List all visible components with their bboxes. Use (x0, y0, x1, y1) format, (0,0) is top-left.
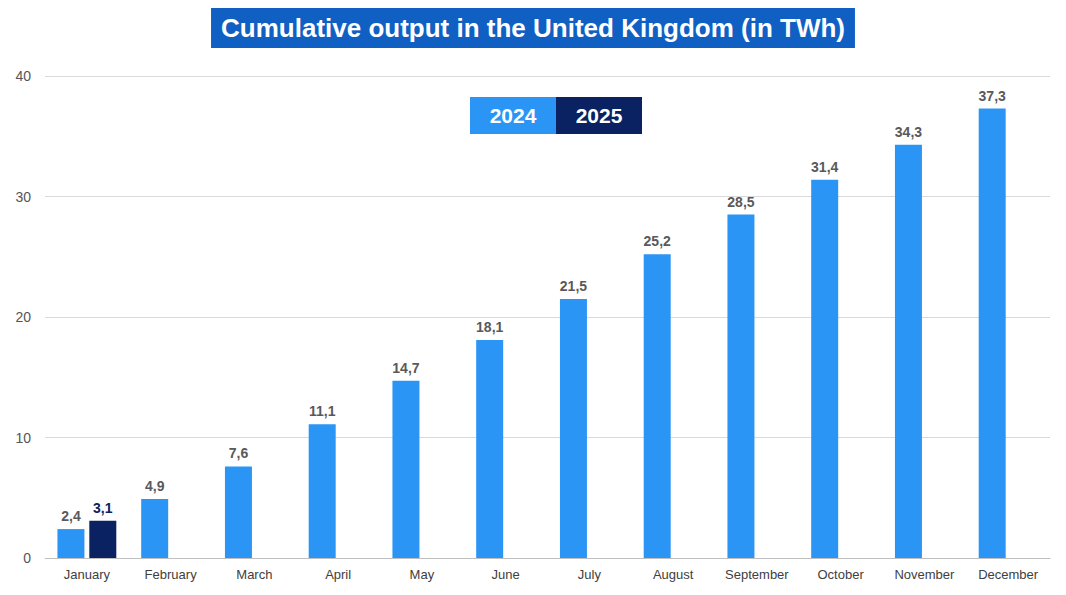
svg-text:April: April (325, 567, 351, 582)
svg-text:December: December (978, 567, 1039, 582)
svg-text:11,1: 11,1 (309, 403, 336, 419)
svg-text:37,3: 37,3 (979, 88, 1006, 104)
svg-text:30: 30 (15, 189, 31, 205)
svg-text:November: November (894, 567, 955, 582)
svg-text:2025: 2025 (576, 104, 623, 127)
svg-text:21,5: 21,5 (560, 278, 587, 294)
svg-text:14,7: 14,7 (392, 360, 419, 376)
svg-text:25,2: 25,2 (644, 233, 671, 249)
svg-text:3,1: 3,1 (93, 500, 113, 516)
svg-text:Cumulative output in the Unite: Cumulative output in the United Kingdom … (221, 13, 845, 43)
svg-text:2,4: 2,4 (61, 508, 81, 524)
svg-text:34,3: 34,3 (895, 124, 922, 140)
svg-text:0: 0 (23, 550, 31, 566)
svg-text:7,6: 7,6 (229, 445, 249, 461)
svg-text:August: August (653, 567, 694, 582)
svg-text:February: February (145, 567, 198, 582)
svg-text:20: 20 (15, 309, 31, 325)
svg-text:28,5: 28,5 (727, 194, 754, 210)
svg-text:40: 40 (15, 68, 31, 84)
svg-text:July: July (578, 567, 602, 582)
svg-text:4,9: 4,9 (145, 478, 165, 494)
svg-text:October: October (818, 567, 865, 582)
svg-text:31,4: 31,4 (811, 159, 838, 175)
svg-text:18,1: 18,1 (476, 319, 503, 335)
svg-text:2024: 2024 (490, 104, 537, 127)
svg-text:May: May (410, 567, 435, 582)
svg-text:September: September (725, 567, 789, 582)
svg-text:10: 10 (15, 430, 31, 446)
svg-text:January: January (64, 567, 111, 582)
svg-text:March: March (236, 567, 272, 582)
svg-text:June: June (492, 567, 520, 582)
